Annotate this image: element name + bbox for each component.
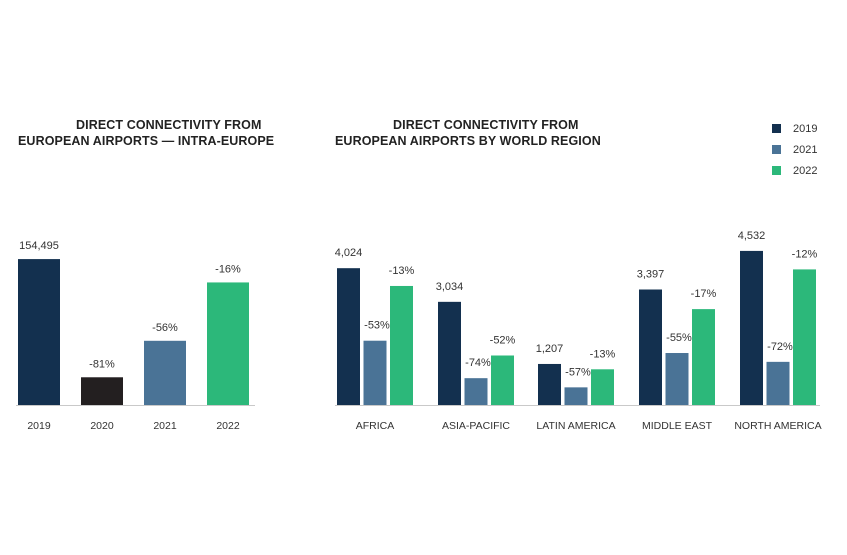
bar xyxy=(692,309,715,405)
data-label: -12% xyxy=(792,248,818,260)
bar xyxy=(591,369,614,405)
data-label: -57% xyxy=(565,366,591,378)
data-label: 4,532 xyxy=(738,230,766,242)
bar xyxy=(564,387,588,405)
data-label: -13% xyxy=(389,265,415,277)
chart-title-world-region: DIRECT CONNECTIVITY FROM EUROPEAN AIRPOR… xyxy=(335,117,665,149)
x-tick-label: 2019 xyxy=(27,420,51,432)
bar xyxy=(337,268,360,405)
chart-title-line: EUROPEAN AIRPORTS — INTRA-EUROPE xyxy=(18,134,275,148)
data-label: 154,495 xyxy=(19,240,59,252)
data-label: -52% xyxy=(490,334,516,346)
bar xyxy=(538,363,561,405)
data-label: -55% xyxy=(666,332,692,344)
bar xyxy=(438,301,461,405)
chart-title-line: DIRECT CONNECTIVITY FROM xyxy=(76,118,262,132)
legend-label: 2019 xyxy=(793,122,818,135)
bar xyxy=(363,340,387,405)
bar xyxy=(207,282,249,405)
data-label: -13% xyxy=(590,348,616,360)
legend-item: 2019 xyxy=(772,118,817,139)
legend-label: 2021 xyxy=(793,143,818,156)
x-tick-label: NORTH AMERICA xyxy=(734,420,821,432)
chart-title-line: DIRECT CONNECTIVITY FROM xyxy=(393,118,579,132)
chart-title-intra-europe: DIRECT CONNECTIVITY FROM EUROPEAN AIRPOR… xyxy=(18,117,318,149)
data-label: -56% xyxy=(152,322,178,334)
legend-item: 2022 xyxy=(772,160,817,181)
legend: 2019 2021 2022 xyxy=(772,118,817,181)
legend-swatch xyxy=(772,145,781,154)
x-tick-label: ASIA-PACIFIC xyxy=(442,420,510,432)
x-tick-label: AFRICA xyxy=(356,420,395,432)
x-tick-label: 2020 xyxy=(90,420,114,432)
data-label: 4,024 xyxy=(335,247,363,259)
bar xyxy=(81,377,123,405)
bar xyxy=(766,361,790,405)
x-tick-label: 2021 xyxy=(153,420,177,432)
data-label: -74% xyxy=(465,357,491,369)
bar xyxy=(665,353,689,405)
bar xyxy=(639,289,662,405)
x-tick-label: 2022 xyxy=(216,420,240,432)
bar xyxy=(793,269,816,405)
data-label: -81% xyxy=(89,358,115,370)
x-tick-label: MIDDLE EAST xyxy=(642,420,713,432)
x-tick-label: LATIN AMERICA xyxy=(536,420,615,432)
data-label: 3,397 xyxy=(637,269,665,281)
legend-swatch xyxy=(772,124,781,133)
bar xyxy=(390,285,413,405)
bar xyxy=(491,355,514,405)
legend-label: 2022 xyxy=(793,164,818,177)
bar xyxy=(144,340,186,405)
data-label: 3,034 xyxy=(436,281,464,293)
chart-title-line: EUROPEAN AIRPORTS BY WORLD REGION xyxy=(335,134,601,148)
data-label: -72% xyxy=(767,341,793,353)
data-label: -17% xyxy=(691,288,717,300)
bar xyxy=(18,259,60,405)
data-label: 1,207 xyxy=(536,343,564,355)
data-label: -16% xyxy=(215,263,241,275)
bar xyxy=(740,250,763,405)
bar xyxy=(464,378,488,405)
legend-swatch xyxy=(772,166,781,175)
data-label: -53% xyxy=(364,320,390,332)
legend-item: 2021 xyxy=(772,139,817,160)
